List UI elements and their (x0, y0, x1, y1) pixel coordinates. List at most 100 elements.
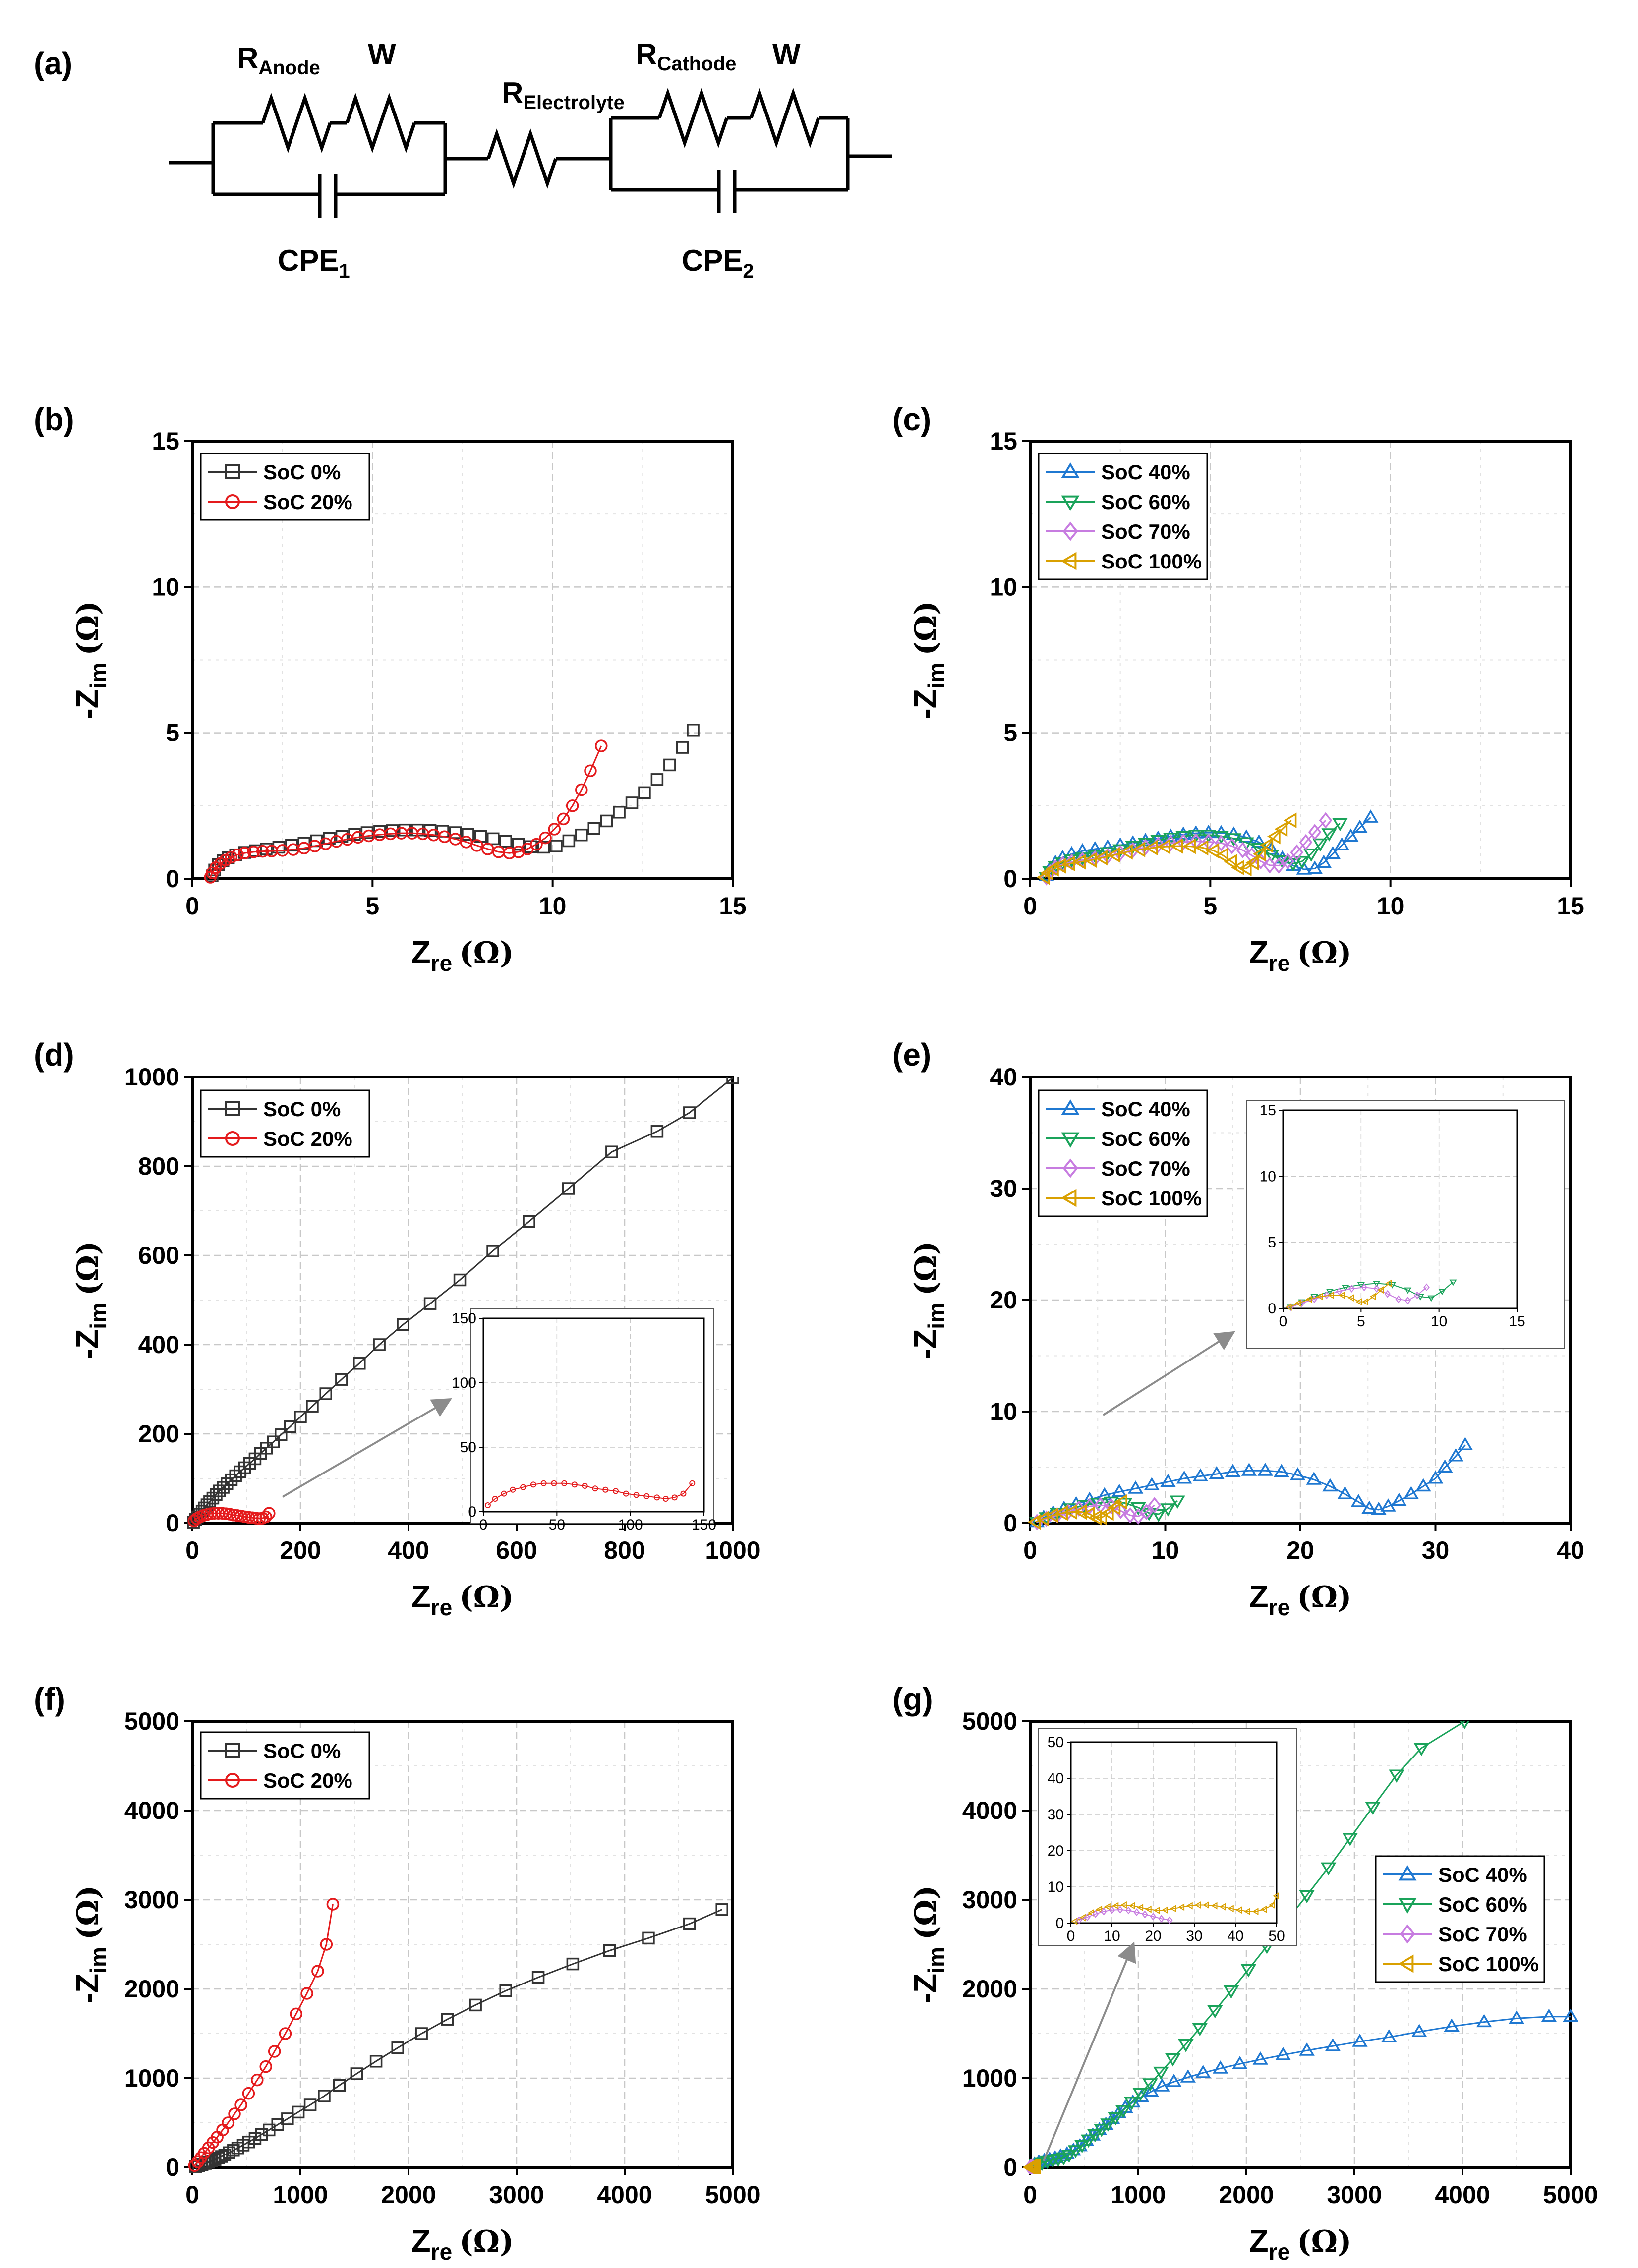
data-point (350, 2067, 363, 2080)
data-point (562, 834, 576, 848)
data-point (319, 1387, 332, 1400)
data-point (247, 846, 260, 858)
x-tick-label: 100 (618, 1517, 643, 1533)
data-point (1268, 1901, 1275, 1909)
data-point (1350, 1494, 1366, 1507)
legend-label: SoC 100% (1101, 550, 1202, 573)
data-point (470, 839, 483, 852)
data-point (221, 1477, 234, 1490)
legend-label: SoC 60% (1438, 1893, 1527, 1916)
y-tick-label: 3000 (962, 1886, 1017, 1914)
y-tick-label: 5 (1003, 719, 1017, 747)
inset-d-ticks: 0 50 100 150 0 50 100 150 (452, 1310, 716, 1533)
legend-entry: SoC 20% (208, 490, 352, 513)
legend-e: SoC 40% SoC 60% SoC 70% SoC 100% (1038, 1089, 1208, 1217)
x-tick-label: 10 (539, 892, 567, 920)
data-point (1403, 1486, 1419, 1500)
data-point (1232, 2056, 1248, 2069)
legend-marker (1398, 1898, 1417, 1914)
data-point (1224, 854, 1237, 870)
y-tick-label: 0 (166, 1509, 179, 1537)
data-point (1289, 1467, 1306, 1480)
data-point (1275, 2047, 1291, 2060)
data-point (1325, 846, 1341, 859)
data-point (499, 1984, 512, 1997)
chart-panel-g: (g)0 1000 2000 3000 4000 50000100020003000400… (892, 1681, 1598, 2265)
data-point (1153, 1906, 1160, 1914)
data-point (279, 2027, 292, 2040)
data-point (1260, 1905, 1267, 1913)
data-point (1348, 1285, 1355, 1293)
data-point (680, 1490, 687, 1497)
data-point (501, 1490, 507, 1497)
legend-marker (1398, 1954, 1414, 1973)
panel-letter-f: (f) (34, 1681, 65, 1717)
data-point (1342, 1285, 1349, 1292)
data-point (1381, 2029, 1397, 2042)
series-line (1046, 817, 1371, 876)
data-point (1336, 1287, 1343, 1296)
data-point (1476, 2014, 1492, 2028)
data-point (1227, 1905, 1234, 1913)
data-point (683, 1917, 696, 1930)
data-point (1299, 1890, 1315, 1904)
data-point (650, 773, 664, 786)
x-tick-label: 10 (1152, 1536, 1179, 1564)
legend-entry: SoC 40% (1046, 1097, 1190, 1121)
data-point (503, 847, 516, 859)
y-tick-label: 200 (138, 1420, 179, 1448)
inset-e-series-soc-100- (1285, 1279, 1392, 1311)
data-point (1411, 2024, 1427, 2037)
data-point (1272, 857, 1286, 874)
data-point (548, 823, 561, 836)
series-line (209, 745, 602, 878)
data-point (587, 822, 600, 835)
x-axis-title: Zre (Ω) (411, 934, 514, 976)
circuit-diagram: (a) (34, 38, 892, 282)
data-point (303, 2098, 317, 2111)
data-point (290, 2007, 303, 2021)
data-point (1299, 834, 1313, 850)
x-tick-label: 5000 (1543, 2181, 1598, 2209)
x-tick-label: 10 (1431, 1313, 1447, 1330)
x-axis-title: Zre (Ω) (1249, 2223, 1352, 2265)
inset-d: 0 50 100 150 0 50 100 150 (452, 1308, 716, 1533)
data-point (1355, 1298, 1362, 1306)
legend-label: SoC 60% (1101, 490, 1190, 513)
x-axis-title: Zre (Ω) (1249, 934, 1352, 976)
data-point (1327, 1291, 1334, 1299)
y-tick-label: 0 (468, 1504, 476, 1520)
legend-entry: SoC 60% (1046, 490, 1190, 513)
data-point (1373, 1281, 1381, 1288)
y-tick-label: 50 (1048, 1734, 1064, 1751)
data-point (1124, 2097, 1140, 2110)
y-tick-label: 20 (1048, 1843, 1064, 1859)
legend-b: SoC 0% SoC 20% (200, 453, 370, 521)
data-point (633, 1492, 640, 1498)
legend-entry: SoC 60% (1046, 1127, 1190, 1150)
series-line (1046, 820, 1326, 878)
data-point (650, 1125, 664, 1138)
data-point (662, 1496, 669, 1502)
legend-label: SoC 100% (1101, 1187, 1202, 1210)
data-point (1209, 1466, 1225, 1479)
data-point (1194, 1901, 1201, 1909)
x-tick-label: 15 (1509, 1313, 1525, 1330)
data-point (1212, 2060, 1228, 2074)
data-point (1260, 837, 1274, 853)
data-point (1338, 1291, 1345, 1299)
data-point (1127, 1480, 1144, 1494)
data-point (1100, 1505, 1114, 1521)
panel-b-series-soc-0- (206, 724, 700, 882)
series-line (487, 1482, 693, 1506)
data-point (1027, 2158, 1041, 2174)
data-point (1200, 830, 1217, 843)
data-point (231, 848, 244, 861)
data-point (1415, 1478, 1431, 1492)
data-point (1175, 831, 1191, 845)
inset-frame (1246, 1100, 1565, 1349)
panel-b-series-soc-20- (204, 739, 608, 884)
data-point (1100, 2118, 1116, 2132)
